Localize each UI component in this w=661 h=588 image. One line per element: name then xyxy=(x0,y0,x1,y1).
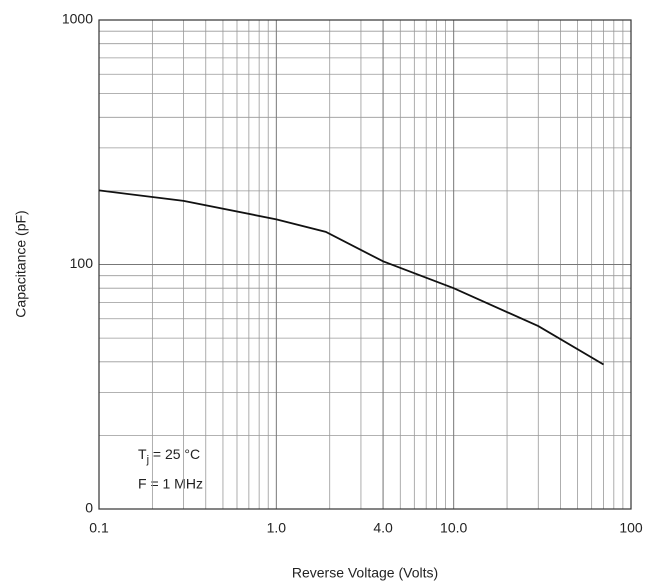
y-axis-label: Capacitance (pF) xyxy=(13,210,29,317)
x-tick-label: 10.0 xyxy=(440,520,467,536)
x-tick-label: 1.0 xyxy=(267,520,287,536)
x-tick-label: 4.0 xyxy=(373,520,393,536)
y-tick-label: 1000 xyxy=(62,11,93,27)
x-axis-label: Reverse Voltage (Volts) xyxy=(292,565,438,581)
data-line xyxy=(98,189,604,366)
y-tick-label: 100 xyxy=(70,255,94,271)
condition-label: Tj = 25 °C xyxy=(138,446,200,466)
x-tick-label: 100 xyxy=(619,520,643,536)
condition-symbol: T xyxy=(138,446,147,462)
y-tick-label: 0 xyxy=(85,500,93,516)
frequency-label: F = 1 MHz xyxy=(138,476,203,492)
x-tick-label: 0.1 xyxy=(89,520,109,536)
plot-frame xyxy=(98,19,632,510)
condition-subscript: j xyxy=(146,454,149,466)
condition-text: = 25 °C xyxy=(149,446,200,462)
